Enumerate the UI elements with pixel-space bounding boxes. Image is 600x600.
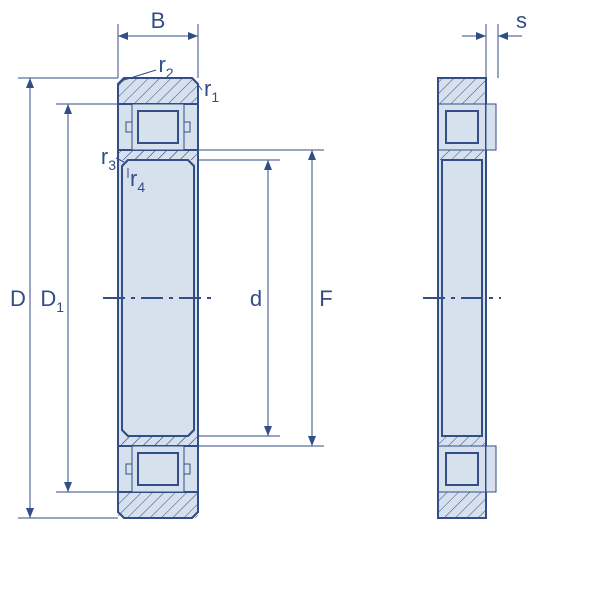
label-D: D (10, 286, 26, 311)
label-B: B (151, 8, 166, 33)
bearing-diagram: BsDD1dFr1r2r3r4 (0, 0, 600, 600)
label-d: d (250, 286, 262, 311)
label-F: F (319, 286, 332, 311)
canvas-bg (0, 0, 600, 600)
left-cross-section (103, 78, 213, 518)
label-s: s (516, 8, 527, 33)
